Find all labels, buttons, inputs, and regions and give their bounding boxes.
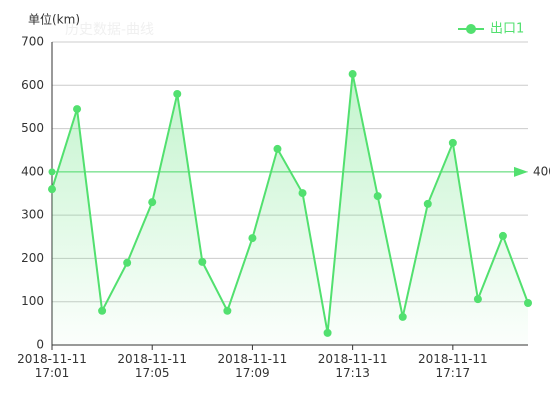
point [423, 199, 432, 208]
area [52, 74, 528, 345]
y-tick-label: 200 [21, 251, 44, 265]
point [498, 231, 507, 240]
mark-line-start [48, 168, 56, 176]
y-tick-label: 300 [21, 208, 44, 222]
point [298, 189, 307, 198]
chart-title: 历史数据-曲线 [65, 22, 154, 38]
point [373, 192, 382, 201]
x-tick-label: 2018-11-11 17:17 [417, 352, 488, 380]
point [448, 138, 457, 147]
y-tick-label: 100 [21, 294, 44, 308]
x-tick-label: 2018-11-11 17:01 [17, 352, 87, 380]
mark-line-arrow [514, 166, 528, 177]
point [398, 312, 407, 321]
y-tick-label: 500 [21, 121, 44, 135]
point [73, 105, 82, 114]
point [98, 306, 107, 315]
point [48, 185, 56, 194]
point [273, 144, 282, 153]
point [223, 306, 232, 315]
legend-label: 出口1 [490, 22, 524, 37]
x-tick-label: 2018-11-11 17:05 [117, 352, 188, 380]
y-tick-label: 400 [21, 164, 44, 178]
x-tick-label: 2018-11-11 17:09 [217, 352, 288, 380]
legend-marker [466, 24, 476, 34]
y-axis-label: 单位(km) [28, 12, 80, 27]
point [348, 70, 357, 79]
line [51, 73, 529, 334]
point [524, 299, 532, 308]
y-tick-label: 0 [36, 338, 44, 352]
point [323, 328, 332, 337]
y-tick-label: 600 [21, 78, 44, 92]
y-tick-label: 700 [21, 35, 44, 49]
point [198, 257, 207, 266]
point [473, 295, 482, 304]
x-tick-label: 2018-11-11 17:13 [317, 352, 388, 380]
point [173, 89, 182, 98]
point [148, 198, 157, 207]
point [123, 258, 132, 267]
point [248, 234, 257, 243]
mark-line-label: 400 [533, 164, 550, 178]
